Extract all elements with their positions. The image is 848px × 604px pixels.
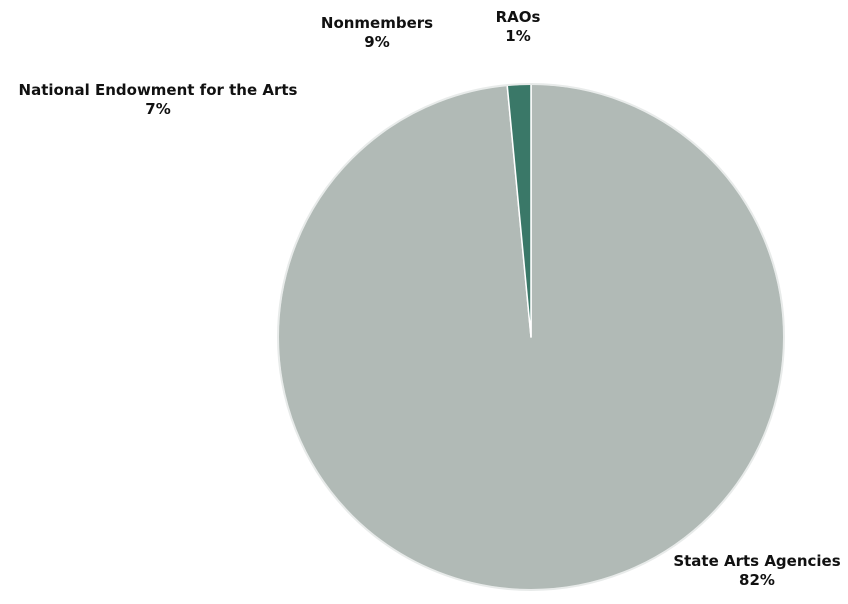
slice-label-nonmembers: Nonmembers 9%: [292, 14, 462, 52]
slice-label-state-arts-agencies-percent: 82%: [739, 571, 775, 589]
slice-label-nonmembers-name: Nonmembers: [320, 14, 434, 32]
slice-label-nea: National Endowment for the Arts 7%: [4, 81, 312, 119]
slice-label-nonmembers-percent: 9%: [364, 33, 390, 51]
slice-label-raos-name: RAOs: [495, 8, 541, 26]
slice-label-state-arts-agencies-name: State Arts Agencies: [673, 552, 841, 570]
slice-label-nea-name: National Endowment for the Arts: [18, 81, 298, 99]
pie-outline: [277, 83, 785, 591]
slice-label-raos-percent: 1%: [505, 27, 531, 45]
slice-label-state-arts-agencies: State Arts Agencies 82%: [666, 552, 848, 590]
slice-label-nea-percent: 7%: [145, 100, 171, 118]
slice-label-raos: RAOs 1%: [468, 8, 568, 46]
pie-slices: [277, 83, 785, 591]
